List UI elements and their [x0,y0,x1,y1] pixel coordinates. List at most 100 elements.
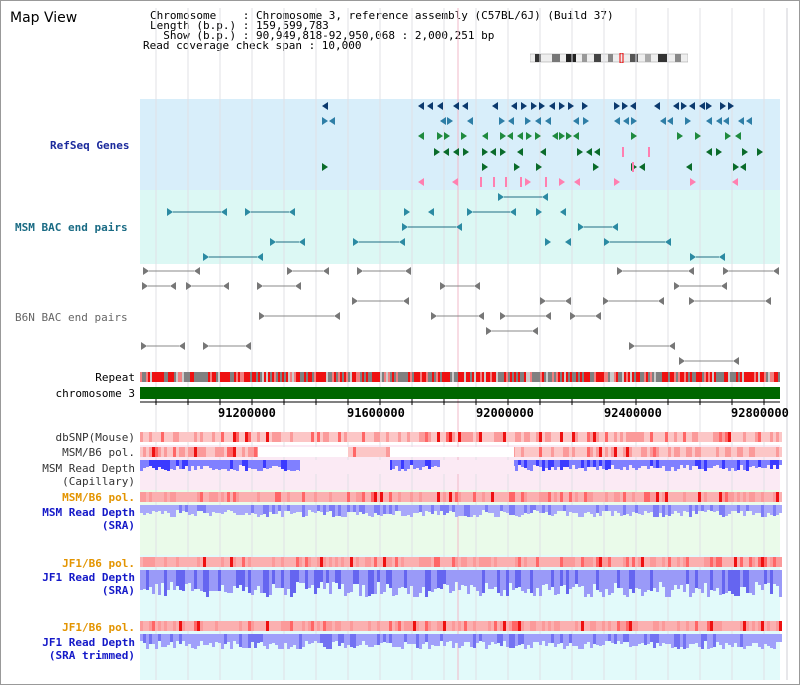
track-label-refseq[interactable]: RefSeq Genes [50,139,130,152]
jf1-trim-depth-bar [512,634,515,648]
msm-sra-depth-bar [470,505,473,517]
msm-depth-sra-line2: (SRA) [101,519,135,532]
jf1-trim-depth-bar [491,634,494,642]
jf1-b6-pol-strip-2 [275,621,278,631]
msm-cap-depth-bar [524,460,527,468]
dbsnp-strip [596,432,599,442]
jf1-depth-bar [332,570,335,582]
msm-b6-pol-sra-strip [275,492,278,502]
jf1-b6-pol-strip [710,557,713,567]
msm-sra-depth-bar [695,505,698,514]
msm-b6-pol-strip [689,447,692,457]
jf1-trim-depth-bar [452,634,455,648]
repeat-segment [262,372,264,382]
jf1-b6-pol-strip [233,557,236,567]
msm-b6-pol-sra-strip [701,492,704,502]
jf1-depth-bar [176,570,179,586]
jf1-trim-depth-bar [395,634,398,647]
jf1-b6-pol-strip [539,557,542,567]
jf1-trim-depth-bar [566,634,569,646]
jf1-depth-bar [641,570,644,596]
jf1-depth-bar [308,570,311,588]
jf1-depth-bar [776,570,779,586]
repeat-segment [416,372,418,382]
dbsnp-strip [536,432,539,442]
jf1-b6-pol-strip [155,557,158,567]
jf1-b6-pol-strip-2 [323,621,326,631]
msm-sra-depth-bar [440,505,443,511]
jf1-b6-pol-strip-2 [212,621,215,631]
repeat-segment [682,372,684,382]
jf1-b6-pol-strip-2 [347,621,350,631]
repeat-segment [152,372,154,382]
jf1-b6-pol-strip [659,557,662,567]
jf1-b6-pol-strip-2 [554,621,557,631]
jf1-trim-depth-bar [374,634,377,645]
msm-sra-depth-bar [437,505,440,515]
repeat-segment [650,372,652,382]
msm-sra-depth-bar [542,505,545,513]
msm-sra-depth-bar [176,505,179,510]
jf1-b6-pol-strip-2 [332,621,335,631]
msm-b6-pol-strip [152,447,155,457]
chromosome-ideogram[interactable] [530,53,688,63]
msm-cap-depth-bar [761,460,764,468]
jf1-depth-bar [701,570,704,593]
msm-sra-depth-bar [224,505,227,512]
msm-b6-pol-strip [386,447,389,457]
msm-cap-depth-bar [188,460,191,471]
dbsnp-strip [614,432,617,442]
jf1-b6-pol-strip [698,557,701,567]
msm-b6-pol-strip [566,447,569,457]
dbsnp-strip [215,432,218,442]
jf1-b6-pol-strip [551,557,554,567]
repeat-segment [154,372,156,382]
msm-sra-depth-bar [332,505,335,517]
msm-b6-pol-sra-strip [377,492,380,502]
jf1-trim-depth-bar [464,634,467,642]
repeat-segment [422,372,424,382]
b6n-bac-end [723,267,729,275]
msm-cap-depth-bar [716,460,719,465]
jf1-b6-pol-strip [158,557,161,567]
jf1-b6-pol-strip-2 [401,621,404,631]
repeat-segment [172,372,174,382]
track-label-msm-bac[interactable]: MSM BAC end pairs [15,221,128,234]
jf1-trim-depth-bar [152,634,155,644]
repeat-segment [770,372,772,382]
msm-b6-pol-strip [707,447,710,457]
repeat-segment [214,372,216,382]
repeat-segment [286,372,288,382]
dbsnp-strip [611,432,614,442]
jf1-depth-bar [302,570,305,583]
jf1-depth-bar [224,570,227,592]
msm-sra-depth-bar [140,505,143,513]
track-label-b6n-bac[interactable]: B6N BAC end pairs [15,311,128,324]
msm-sra-depth-bar [548,505,551,515]
dbsnp-strip [575,432,578,442]
dbsnp-strip [422,432,425,442]
jf1-b6-pol-strip-2 [587,621,590,631]
msm-sra-depth-bar [746,505,749,511]
msm-b6-pol-strip [575,447,578,457]
dbsnp-strip [608,432,611,442]
repeat-segment [656,372,658,382]
jf1-trim-depth-bar [521,634,524,644]
jf1-b6-pol-strip-2 [161,621,164,631]
repeat-segment [200,372,202,382]
jf1-depth-bar [710,570,713,590]
repeat-segment [388,372,390,382]
jf1-depth-bar [674,570,677,585]
dbsnp-strip [551,432,554,442]
repeat-segment [564,372,566,382]
msm-b6-pol-strip [557,447,560,457]
jf1-trim-depth-bar [248,634,251,648]
dbsnp-strip [767,432,770,442]
msm-b6-pol-strip [353,447,356,457]
dbsnp-strip [497,432,500,442]
repeat-segment [256,372,258,382]
jf1-trim-depth-bar [644,634,647,645]
gene-arrow [728,102,734,110]
jf1-b6-pol-strip-2 [491,621,494,631]
